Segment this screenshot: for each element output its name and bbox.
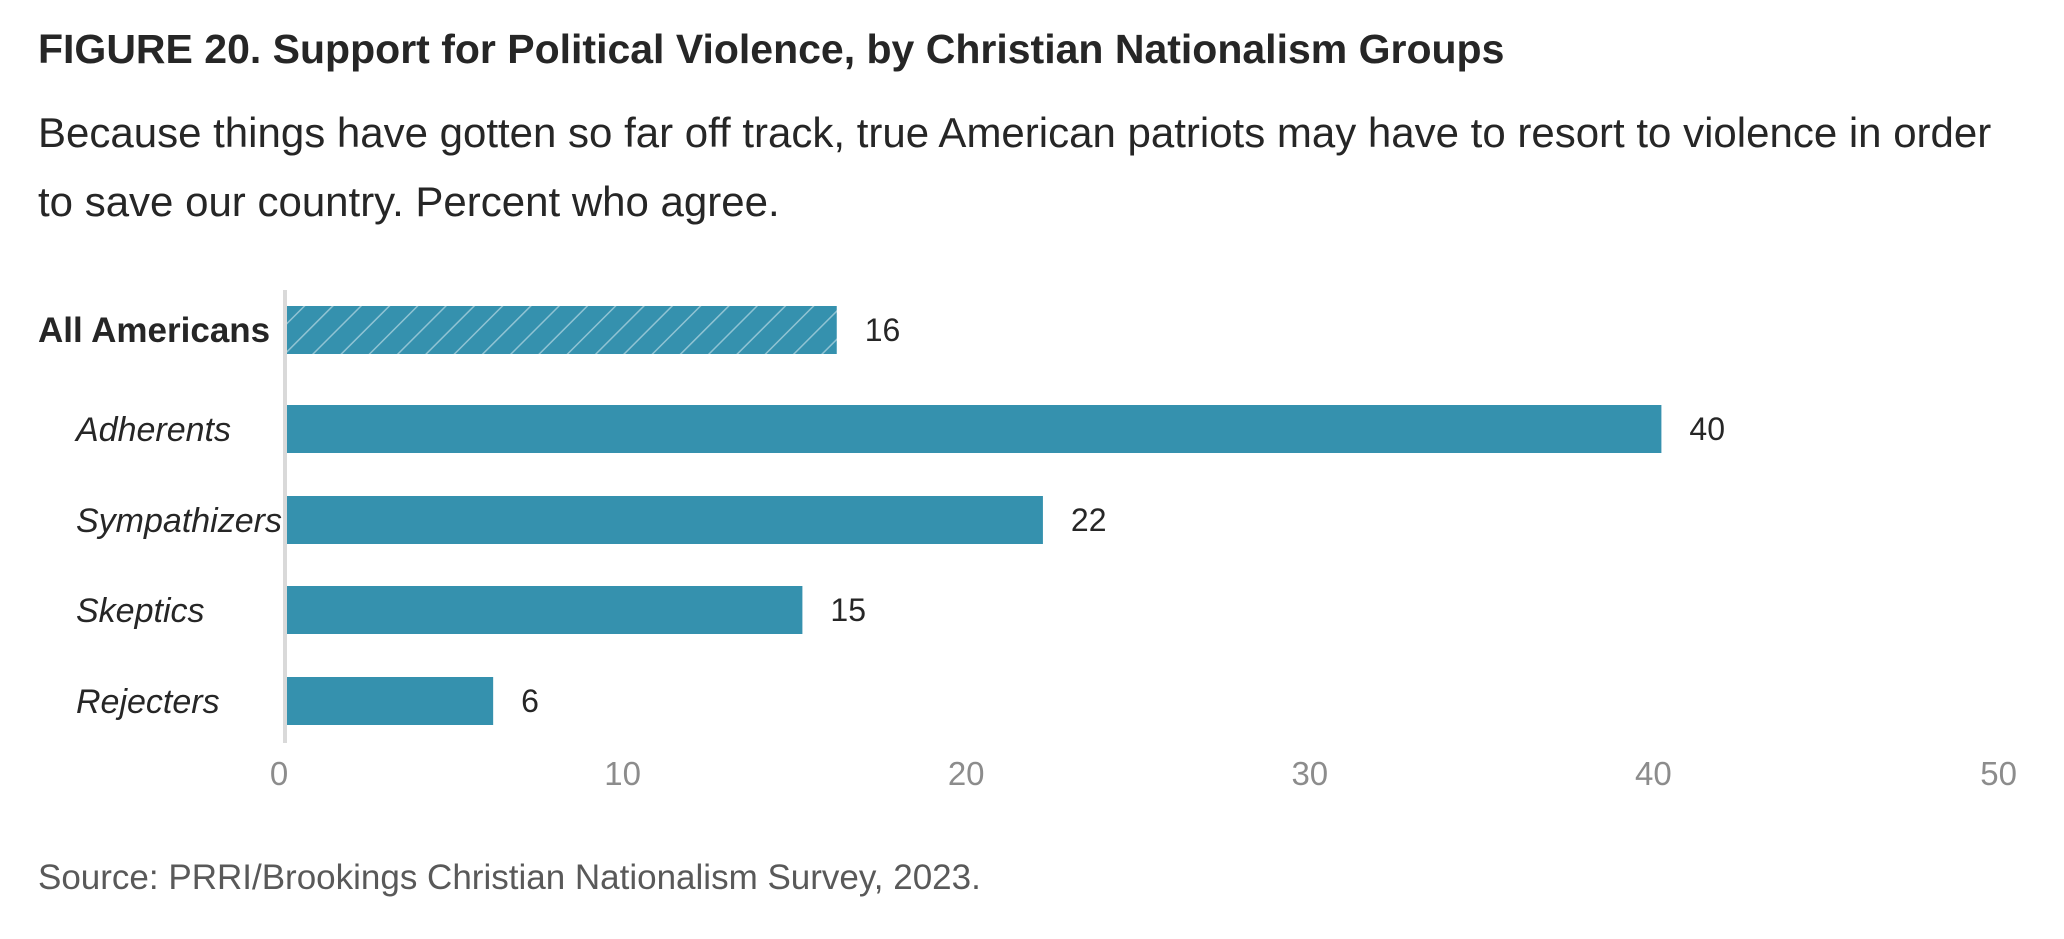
x-tick-label: 30	[1291, 755, 1328, 792]
data-label: 22	[1071, 502, 1107, 538]
x-tick-label: 20	[948, 755, 985, 792]
data-label: 40	[1689, 411, 1725, 447]
bar-chart: All Americans 16 Adherents 40 Sympathizers 22…	[38, 290, 2017, 792]
data-label: 16	[865, 312, 901, 348]
category-label: Rejecters	[76, 683, 220, 721]
bar-skeptics	[287, 586, 803, 634]
chart-title: FIGURE 20. Support for Political Violenc…	[38, 26, 1505, 72]
category-label: Skeptics	[76, 592, 205, 630]
source-note: Source: PRRI/Brookings Christian Nationa…	[38, 858, 981, 897]
bar-rejecters	[287, 677, 494, 725]
category-label: Sympathizers	[76, 502, 282, 540]
x-tick-label: 50	[1980, 755, 2017, 792]
x-tick-label: 0	[270, 755, 288, 792]
category-label: All Americans	[38, 311, 270, 350]
bar-sympathizers	[287, 496, 1043, 544]
bar-all-americans	[287, 306, 837, 354]
chart-subtitle: Because things have gotten so far off tr…	[38, 109, 1992, 225]
x-tick-label: 40	[1635, 755, 1672, 792]
category-label: Adherents	[74, 411, 231, 449]
bar-adherents	[287, 405, 1662, 453]
data-label: 15	[830, 592, 866, 628]
x-tick-label: 10	[604, 755, 641, 792]
data-label: 6	[521, 683, 539, 719]
